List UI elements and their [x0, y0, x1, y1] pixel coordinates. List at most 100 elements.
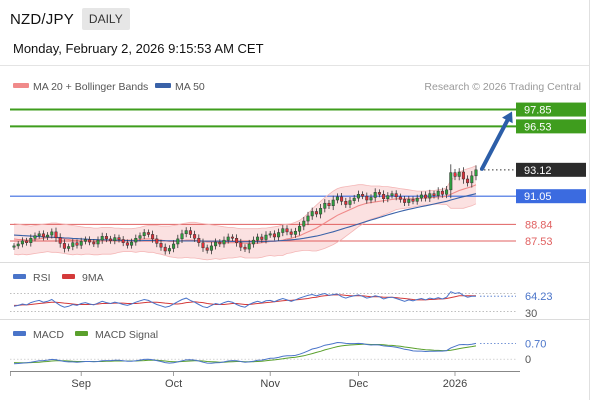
candle-up [428, 193, 432, 199]
target-arrow-head [502, 111, 513, 124]
candle-down [92, 241, 96, 245]
x-tick-label: Oct [165, 378, 182, 390]
candle-down [466, 178, 470, 184]
candle-down [365, 195, 369, 201]
candle-down [243, 246, 247, 250]
candle-down [88, 239, 92, 243]
candle-up [180, 233, 184, 240]
price-tag-target: 96.53 [516, 119, 586, 134]
x-axis: Sep Oct Nov Dec 2026 [10, 371, 467, 390]
bollinger-upper-line [13, 165, 477, 230]
candle-down [117, 237, 121, 240]
candle-up [293, 230, 297, 235]
candle-down [260, 236, 264, 240]
candle-up [407, 199, 411, 203]
candle-down [314, 211, 318, 215]
rsi-ma-legend-label: 9MA [82, 272, 104, 284]
candle-down [25, 240, 29, 243]
macd-last-value: 0.70 [525, 338, 546, 350]
candle-down [340, 196, 344, 202]
candle-up [71, 242, 75, 247]
candle-down [289, 231, 293, 235]
title-row: NZD/JPY DAILY [10, 7, 130, 31]
candle-up [348, 200, 352, 205]
candle-up [436, 190, 440, 196]
candle-up [142, 232, 146, 236]
candle-up [172, 243, 176, 249]
candle-down [159, 243, 163, 248]
rsi-indicator: 64.23 30 [10, 291, 553, 320]
candle-up [415, 197, 419, 202]
rsi-last-value: 64.23 [525, 291, 553, 303]
candle-down [453, 172, 457, 177]
candle-down [327, 202, 331, 207]
candle-up [356, 194, 360, 199]
bollinger-band [14, 165, 476, 260]
candle-up [298, 225, 302, 232]
ma20-legend-swatch [13, 83, 29, 88]
candle-up [113, 237, 117, 242]
rsi-legend: RSI 9MA [13, 272, 104, 284]
candle-up [277, 232, 281, 238]
macd-signal-legend-swatch [75, 331, 88, 336]
candle-up [256, 236, 260, 241]
candle-up [176, 238, 180, 245]
target-arrow-shaft [480, 118, 510, 171]
timeframe-badge[interactable]: DAILY [81, 8, 130, 30]
candle-up [46, 234, 50, 238]
macd-signal-legend-label: MACD Signal [95, 329, 158, 341]
candle-up [96, 239, 100, 245]
price-legend: MA 20 + Bollinger Bands MA 50 Research ©… [13, 81, 581, 93]
candle-up [184, 230, 188, 235]
price-tag-box [516, 102, 586, 117]
candle-up [251, 239, 255, 245]
macd-legend-label: MACD [33, 329, 64, 341]
candle-down [361, 194, 365, 197]
candle-down [218, 241, 222, 245]
x-tick-label: 2026 [443, 378, 467, 390]
candle-down [125, 242, 129, 246]
candle-up [100, 236, 104, 241]
candle-up [457, 171, 461, 177]
candle-down [394, 193, 398, 198]
candle-down [411, 199, 415, 202]
candle-down [205, 247, 209, 251]
candle-up [12, 245, 16, 248]
macd-legend-swatch [13, 331, 26, 336]
candle-up [369, 197, 373, 201]
x-tick-label: Sep [71, 378, 91, 390]
candle-down [239, 242, 243, 248]
price-levels [10, 108, 516, 242]
candle-down [75, 242, 79, 246]
candle-up [323, 202, 327, 209]
candle-down [432, 193, 436, 196]
candle-up [226, 236, 230, 241]
candle-down [382, 194, 386, 200]
candle-up [306, 215, 310, 222]
candle-up [331, 199, 335, 207]
candle-up [16, 243, 20, 247]
candle-up [134, 238, 138, 243]
candle-up [352, 197, 356, 201]
candle-down [403, 199, 407, 203]
candle-down [62, 243, 66, 249]
research-credit: Research © 2026 Trading Central [424, 81, 581, 93]
candle-down [146, 232, 150, 235]
candle-down [41, 233, 45, 238]
x-tick-label: Dec [349, 378, 369, 390]
target-arrow [480, 111, 513, 171]
candle-up [29, 238, 33, 243]
candle-up [386, 195, 390, 199]
price-tag-pivot: 91.05 [516, 189, 586, 204]
price-tag-label: 97.85 [524, 105, 552, 117]
candle-up [67, 246, 71, 249]
bollinger-band-area [14, 165, 476, 260]
ma50-legend-label: MA 50 [175, 81, 205, 93]
rsi-legend-swatch [13, 274, 26, 279]
candle-down [188, 230, 192, 235]
candle-up [445, 189, 449, 195]
candle-up [264, 234, 268, 240]
candle-up [449, 172, 453, 191]
price-tag-support: 87.53 [525, 236, 553, 248]
